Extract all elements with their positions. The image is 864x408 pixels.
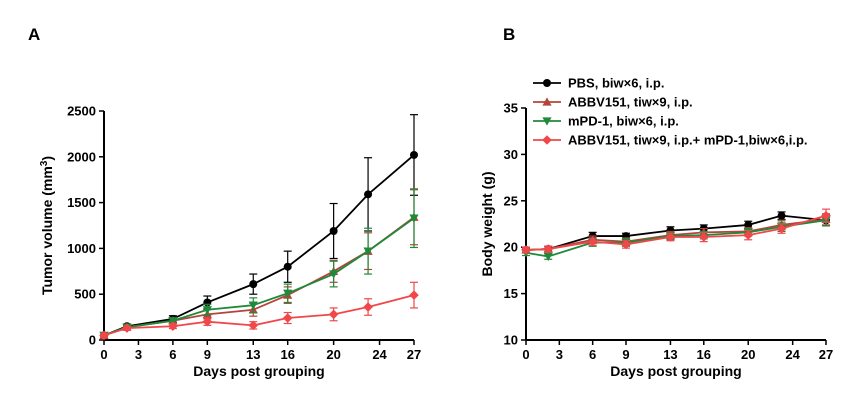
x-tick-label: 6 bbox=[169, 347, 176, 362]
data-point bbox=[743, 230, 754, 240]
x-tick-label: 3 bbox=[556, 347, 563, 362]
data-point bbox=[744, 220, 753, 229]
x-tick-label: 13 bbox=[246, 347, 260, 362]
y-axis-label: Body weight (g) bbox=[479, 172, 495, 277]
data-point bbox=[821, 210, 831, 221]
x-tick-label: 0 bbox=[522, 347, 529, 362]
y-tick-label: 10 bbox=[504, 333, 518, 348]
x-tick-label: 20 bbox=[326, 347, 340, 362]
x-axis-label: Days post grouping bbox=[193, 363, 324, 379]
legend-item: PBS, biw×6, i.p. bbox=[533, 76, 664, 91]
data-point bbox=[168, 317, 178, 326]
data-point bbox=[248, 320, 259, 331]
panel-label-a: A bbox=[28, 25, 40, 44]
chart-a: 0 500 1000 1500 2000 2500 0 3 6 9 13 16 20 24 27 Days p… bbox=[39, 104, 421, 380]
x-tick-label: 24 bbox=[785, 347, 800, 362]
data-point bbox=[202, 306, 212, 315]
data-point bbox=[363, 302, 373, 312]
x-tick-label: 16 bbox=[280, 347, 294, 362]
series-4 bbox=[99, 281, 419, 341]
data-point bbox=[410, 150, 418, 159]
data-point bbox=[248, 301, 258, 310]
x-tick-label: 9 bbox=[204, 347, 211, 362]
x-tick-label: 20 bbox=[741, 347, 755, 362]
data-point bbox=[409, 214, 419, 223]
data-point bbox=[521, 245, 531, 255]
data-point bbox=[363, 247, 373, 256]
data-point bbox=[282, 313, 293, 323]
y-tick-label: 0 bbox=[89, 333, 96, 348]
legend-item: ABBV151, tiw×9, i.p. bbox=[533, 95, 693, 110]
y-tick-label: 1000 bbox=[67, 241, 96, 256]
x-tick-label: 27 bbox=[819, 347, 833, 362]
x-tick-label: 13 bbox=[663, 347, 677, 362]
legend: PBS, biw×6, i.p. ABBV151, tiw×9, i.p. mPD-… bbox=[533, 76, 808, 148]
data-point bbox=[364, 190, 373, 199]
x-tick-label: 0 bbox=[100, 347, 107, 362]
series-4 bbox=[521, 208, 831, 255]
series-3 bbox=[521, 214, 831, 262]
data-point bbox=[202, 316, 213, 327]
y-tick-label: 20 bbox=[504, 240, 518, 255]
legend-marker bbox=[543, 79, 551, 87]
data-point bbox=[665, 232, 676, 242]
y-tick-label: 15 bbox=[504, 286, 518, 301]
x-axis-label: Days post grouping bbox=[610, 363, 741, 379]
data-point bbox=[587, 236, 598, 247]
legend-item: ABBV151, tiw×9, i.p.+ mPD-1,biw×6,i.p. bbox=[533, 133, 808, 148]
series-3 bbox=[99, 188, 419, 341]
data-point bbox=[698, 232, 709, 242]
data-point bbox=[99, 330, 109, 341]
legend-item: mPD-1, biw×6, i.p. bbox=[533, 114, 679, 129]
data-point bbox=[283, 262, 292, 271]
x-tick-label: 16 bbox=[697, 347, 711, 362]
data-point bbox=[621, 239, 631, 250]
panel-label-b: B bbox=[503, 25, 515, 44]
y-tick-label: 35 bbox=[504, 101, 518, 116]
x-tick-label: 6 bbox=[589, 347, 596, 362]
legend-label: PBS, biw×6, i.p. bbox=[568, 76, 664, 91]
data-point bbox=[776, 223, 787, 234]
legend-marker bbox=[542, 135, 552, 145]
x-tick-label: 27 bbox=[407, 347, 421, 362]
x-tick-label: 9 bbox=[622, 347, 629, 362]
y-axis-label: Tumor volume (mm3) bbox=[39, 156, 55, 295]
legend-marker bbox=[542, 117, 552, 126]
legend-label: mPD-1, biw×6, i.p. bbox=[568, 114, 679, 129]
chart-b: 10 15 20 25 30 35 0 3 6 9 13 16 20 24 27 Days post grou… bbox=[479, 101, 833, 380]
y-tick-label: 25 bbox=[504, 193, 518, 208]
x-tick-label: 24 bbox=[372, 347, 387, 362]
y-tick-label: 30 bbox=[504, 147, 518, 162]
data-point bbox=[777, 211, 786, 220]
x-tick-label: 3 bbox=[135, 347, 142, 362]
data-point bbox=[168, 321, 178, 332]
y-tick-label: 2500 bbox=[67, 104, 96, 119]
data-point bbox=[328, 309, 339, 320]
data-point bbox=[283, 289, 293, 298]
legend-label: ABBV151, tiw×9, i.p. bbox=[568, 95, 693, 110]
data-point bbox=[249, 280, 258, 289]
data-point bbox=[409, 290, 419, 300]
data-point bbox=[122, 323, 132, 333]
y-tick-label: 500 bbox=[74, 287, 96, 302]
y-tick-label: 2000 bbox=[67, 149, 96, 164]
data-point bbox=[543, 252, 553, 262]
data-point bbox=[329, 226, 338, 235]
legend-marker bbox=[542, 97, 552, 106]
series-2 bbox=[99, 189, 419, 340]
data-point bbox=[329, 270, 339, 279]
legend-label: ABBV151, tiw×9, i.p.+ mPD-1,biw×6,i.p. bbox=[568, 133, 808, 148]
y-tick-label: 1500 bbox=[67, 195, 96, 210]
data-point bbox=[543, 244, 554, 254]
